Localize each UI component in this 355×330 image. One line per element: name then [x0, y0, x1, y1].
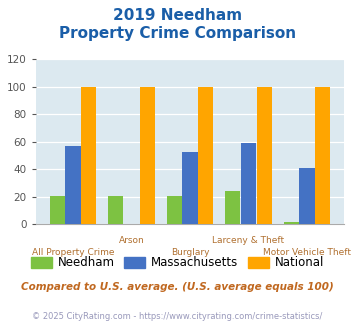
Bar: [182, 151, 197, 224]
Bar: [241, 143, 256, 224]
Bar: [166, 195, 182, 224]
Bar: [108, 195, 123, 224]
Text: Motor Vehicle Theft: Motor Vehicle Theft: [263, 248, 351, 257]
Bar: [198, 87, 213, 224]
Text: Larceny & Theft: Larceny & Theft: [212, 236, 284, 245]
Bar: [225, 191, 240, 224]
Bar: [50, 195, 65, 224]
Bar: [284, 222, 299, 224]
Text: Burglary: Burglary: [171, 248, 209, 257]
Text: Property Crime Comparison: Property Crime Comparison: [59, 26, 296, 41]
Bar: [65, 146, 81, 224]
Bar: [257, 87, 272, 224]
Text: Compared to U.S. average. (U.S. average equals 100): Compared to U.S. average. (U.S. average …: [21, 282, 334, 292]
Bar: [140, 87, 155, 224]
Text: © 2025 CityRating.com - https://www.cityrating.com/crime-statistics/: © 2025 CityRating.com - https://www.city…: [32, 312, 323, 321]
Bar: [81, 87, 96, 224]
Text: Arson: Arson: [119, 236, 144, 245]
Text: All Property Crime: All Property Crime: [32, 248, 114, 257]
Legend: Needham, Massachusetts, National: Needham, Massachusetts, National: [26, 252, 329, 274]
Bar: [299, 168, 315, 224]
Bar: [315, 87, 330, 224]
Text: 2019 Needham: 2019 Needham: [113, 8, 242, 23]
